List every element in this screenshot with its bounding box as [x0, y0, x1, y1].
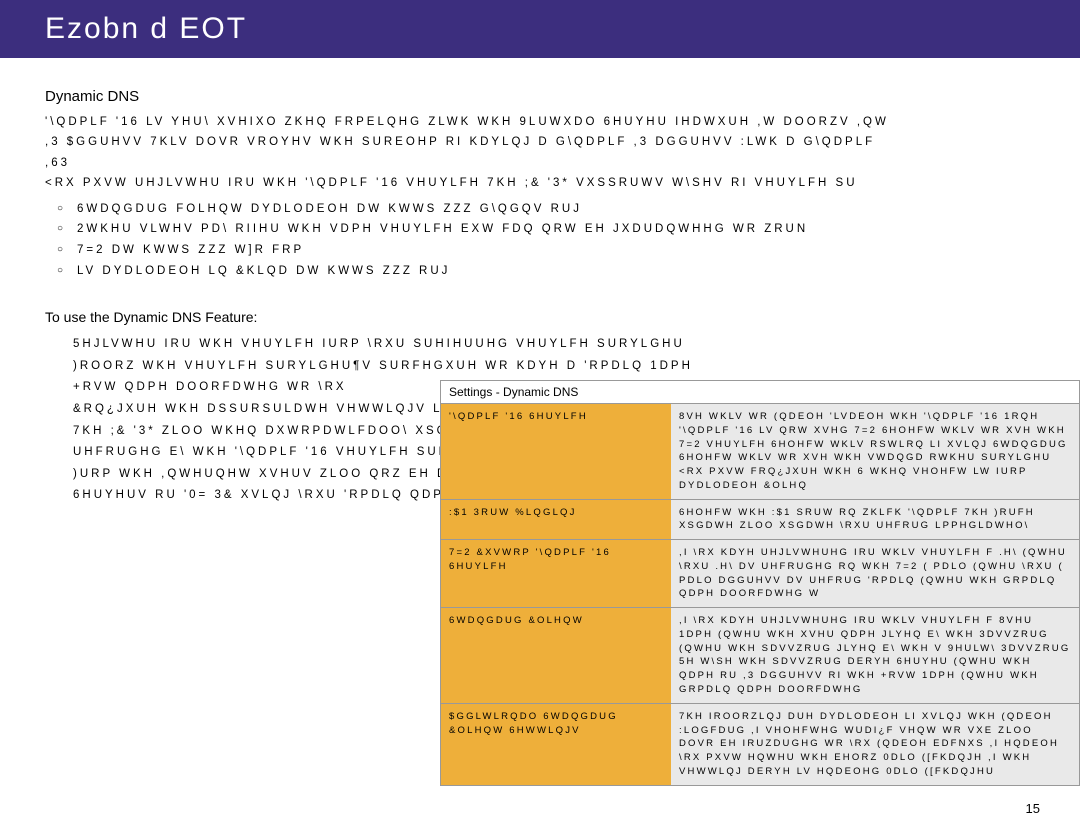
intro-block: '\QDPLF '16 LV YHU\ XVHIXO ZKHQ FRPELQHG…: [45, 113, 1035, 193]
row-desc: ,I \RX KDYH UHJLVWHUHG IRU WKLV VHUYLFH …: [671, 540, 1079, 607]
intro-line: '\QDPLF '16 LV YHU\ XVHIXO ZKHQ FRPELQHG…: [45, 113, 1035, 131]
table-row: :$1 3RUW %LQGLQJ 6HOHFW WKH :$1 SRUW RQ …: [441, 500, 1079, 541]
row-label: $GGLWLRQDO 6WDQGDUG &OLHQW 6HWWLQJV: [441, 704, 671, 785]
table-row: 7=2 &XVWRP '\QDPLF '16 6HUYLFH ,I \RX KD…: [441, 540, 1079, 608]
header-title: Ezobn d EOT: [45, 12, 247, 46]
bullet-list: 6WDQGDUG FOLHQW DYDLODEOH DW KWWS ZZZ G\…: [45, 199, 1035, 282]
bullet-item: LV DYDLODEOH LQ &KLQD DW KWWS ZZZ RUJ: [45, 261, 1035, 282]
intro-line: <RX PXVW UHJLVWHU IRU WKH '\QDPLF '16 VH…: [45, 174, 1035, 192]
table-row: 6WDQGDUG &OLHQW ,I \RX KDYH UHJLVWHUHG I…: [441, 608, 1079, 704]
row-desc: 6HOHFW WKH :$1 SRUW RQ ZKLFK '\QDPLF 7KH…: [671, 500, 1079, 540]
table-row: $GGLWLRQDO 6WDQGDUG &OLHQW 6HWWLQJV 7KH …: [441, 704, 1079, 785]
bullet-item: 2WKHU VLWHV PD\ RIIHU WKH VDPH VHUYLFH E…: [45, 219, 1035, 240]
row-desc: 7KH IROORZLQJ DUH DYDLODEOH LI XVLQJ WKH…: [671, 704, 1079, 785]
page-header: Ezobn d EOT: [0, 0, 1080, 58]
intro-line: ,63: [45, 154, 1035, 172]
section-title: Dynamic DNS: [45, 88, 1035, 105]
bullet-item: 7=2 DW KWWS ZZZ W]R FRP: [45, 240, 1035, 261]
step-line: 5HJLVWHU IRU WKH VHUYLFH IURP \RXU SUHIH…: [45, 335, 1035, 355]
step-line: )ROORZ WKH VHUYLFH SURYLGHU¶V SURFHGXUH …: [45, 357, 1035, 377]
settings-table: Settings - Dynamic DNS '\QDPLF '16 6HUYL…: [440, 380, 1080, 786]
row-desc: ,I \RX KDYH UHJLVWHUHG IRU WKLV VHUYLFH …: [671, 608, 1079, 703]
bullet-item: 6WDQGDUG FOLHQW DYDLODEOH DW KWWS ZZZ G\…: [45, 199, 1035, 220]
intro-line: ,3 $GGUHVV 7KLV DOVR VROYHV WKH SUREOHP …: [45, 133, 1035, 151]
row-desc: 8VH WKLV WR (QDEOH 'LVDEOH WKH '\QDPLF '…: [671, 404, 1079, 499]
page-number: 15: [1026, 801, 1040, 816]
row-label: 6WDQGDUG &OLHQW: [441, 608, 671, 703]
row-label: :$1 3RUW %LQGLQJ: [441, 500, 671, 540]
row-label: '\QDPLF '16 6HUYLFH: [441, 404, 671, 499]
sub-heading: To use the Dynamic DNS Feature:: [45, 309, 1035, 325]
row-label: 7=2 &XVWRP '\QDPLF '16 6HUYLFH: [441, 540, 671, 607]
table-row: '\QDPLF '16 6HUYLFH 8VH WKLV WR (QDEOH '…: [441, 404, 1079, 500]
settings-table-header: Settings - Dynamic DNS: [441, 381, 1079, 404]
